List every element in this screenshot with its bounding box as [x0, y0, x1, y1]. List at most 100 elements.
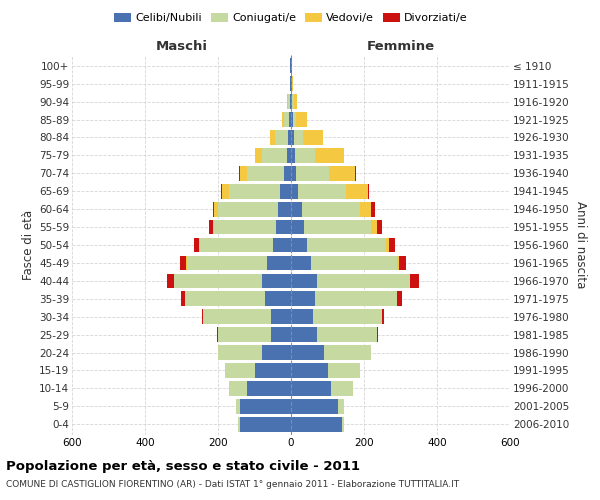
Bar — [247, 381, 291, 396]
Bar — [262, 274, 291, 288]
Bar — [181, 292, 185, 306]
Bar — [311, 256, 397, 270]
Bar — [271, 310, 291, 324]
Bar — [397, 292, 401, 306]
Bar — [214, 202, 218, 216]
Bar — [186, 256, 187, 270]
Bar — [185, 292, 265, 306]
Bar — [240, 399, 291, 413]
Bar — [292, 94, 294, 109]
Bar — [398, 256, 406, 270]
Bar — [240, 166, 247, 180]
Bar — [221, 184, 229, 198]
Bar — [291, 58, 292, 73]
Bar — [291, 112, 293, 127]
Bar — [291, 256, 311, 270]
Bar — [282, 112, 284, 127]
Bar — [179, 256, 186, 270]
Bar — [291, 399, 338, 413]
Bar — [291, 148, 295, 162]
Bar — [200, 238, 273, 252]
Bar — [397, 256, 398, 270]
Bar — [271, 328, 291, 342]
Bar — [291, 417, 342, 432]
Bar — [262, 148, 287, 162]
Bar — [291, 94, 292, 109]
Text: Femmine: Femmine — [367, 40, 434, 53]
Bar — [254, 148, 262, 162]
Bar — [342, 417, 344, 432]
Bar — [229, 184, 280, 198]
Bar — [328, 363, 361, 378]
Bar — [291, 184, 298, 198]
Bar — [287, 148, 291, 162]
Bar — [290, 58, 291, 73]
Bar — [317, 328, 377, 342]
Bar — [294, 94, 297, 109]
Bar — [187, 256, 267, 270]
Bar — [167, 274, 174, 288]
Bar — [291, 345, 324, 360]
Bar — [296, 112, 307, 127]
Bar — [338, 399, 344, 413]
Bar — [289, 112, 291, 127]
Bar — [291, 130, 294, 145]
Bar — [212, 202, 214, 216]
Bar — [296, 166, 329, 180]
Bar — [410, 274, 419, 288]
Bar — [214, 220, 277, 234]
Bar — [267, 256, 291, 270]
Bar — [293, 112, 296, 127]
Bar — [194, 238, 199, 252]
Bar — [302, 202, 361, 216]
Bar — [317, 274, 410, 288]
Bar — [218, 202, 278, 216]
Bar — [236, 399, 240, 413]
Bar — [355, 166, 356, 180]
Bar — [290, 94, 291, 109]
Bar — [275, 130, 288, 145]
Bar — [270, 130, 275, 145]
Bar — [386, 238, 389, 252]
Bar — [277, 220, 291, 234]
Bar — [307, 238, 386, 252]
Bar — [294, 130, 303, 145]
Bar — [291, 238, 307, 252]
Bar — [209, 220, 212, 234]
Bar — [346, 184, 368, 198]
Bar — [238, 417, 240, 432]
Bar — [174, 274, 262, 288]
Bar — [202, 310, 203, 324]
Text: Popolazione per età, sesso e stato civile - 2011: Popolazione per età, sesso e stato civil… — [6, 460, 360, 473]
Bar — [291, 328, 317, 342]
Bar — [254, 363, 291, 378]
Bar — [212, 220, 214, 234]
Bar — [371, 220, 377, 234]
Bar — [291, 381, 331, 396]
Bar — [315, 148, 344, 162]
Bar — [239, 166, 240, 180]
Bar — [303, 130, 323, 145]
Bar — [265, 292, 291, 306]
Bar — [199, 238, 200, 252]
Bar — [324, 345, 371, 360]
Bar — [382, 310, 384, 324]
Bar — [278, 202, 291, 216]
Bar — [280, 184, 291, 198]
Bar — [329, 166, 355, 180]
Bar — [287, 94, 288, 109]
Bar — [229, 381, 247, 396]
Bar — [292, 76, 293, 91]
Bar — [226, 363, 254, 378]
Bar — [247, 166, 284, 180]
Bar — [291, 76, 292, 91]
Y-axis label: Anni di nascita: Anni di nascita — [574, 202, 587, 288]
Bar — [203, 310, 271, 324]
Bar — [291, 202, 302, 216]
Bar — [291, 220, 304, 234]
Bar — [291, 310, 313, 324]
Bar — [290, 76, 291, 91]
Legend: Celibi/Nubili, Coniugati/e, Vedovi/e, Divorziati/e: Celibi/Nubili, Coniugati/e, Vedovi/e, Di… — [111, 9, 471, 26]
Bar — [331, 381, 353, 396]
Bar — [288, 130, 291, 145]
